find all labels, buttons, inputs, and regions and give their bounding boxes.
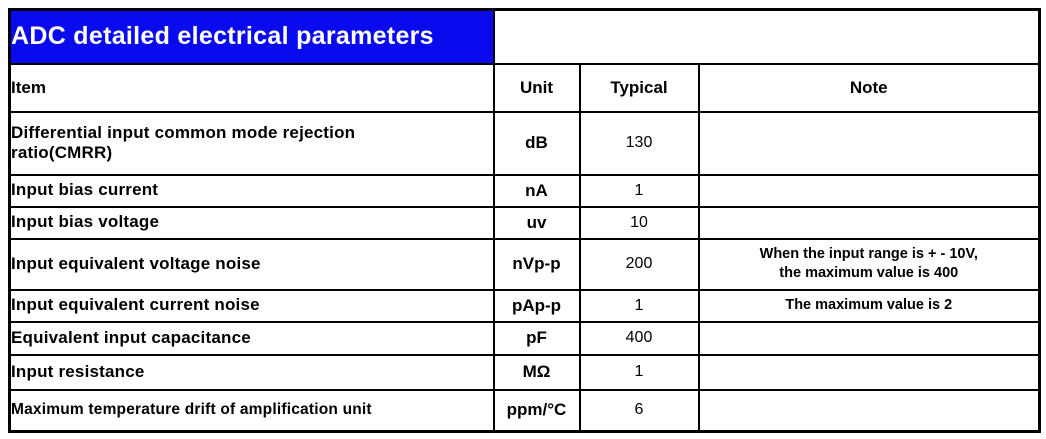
col-header-typical: Typical [578, 62, 700, 113]
note-cell [697, 173, 1041, 208]
item-cell: Input equivalent voltage noise [8, 237, 495, 291]
col-header-unit: Unit [492, 62, 581, 113]
item-cell: Input resistance [8, 353, 495, 391]
typical-cell: 1 [578, 353, 700, 391]
item-cell: Input bias current [8, 173, 495, 208]
typical-cell: 6 [578, 388, 700, 433]
col-header-item: Item [8, 62, 495, 113]
item-cell: Maximum temperature drift of amplificati… [8, 388, 495, 433]
table-row: Input equivalent voltage noise nVp-p 200… [8, 237, 1041, 291]
header-row: Item Unit Typical Note [8, 62, 1041, 113]
col-header-note: Note [697, 62, 1041, 113]
typical-cell: 10 [578, 205, 700, 240]
typical-cell: 1 [578, 173, 700, 208]
note-cell [697, 110, 1041, 176]
note-cell [697, 388, 1041, 433]
adc-parameters-table: ADC detailed electrical parameters Item … [8, 8, 1042, 433]
note-cell: When the input range is + - 10V, the max… [697, 237, 1041, 291]
table-title: ADC detailed electrical parameters [8, 8, 495, 65]
table-row: Input bias voltage uv 10 [8, 205, 1041, 240]
typical-cell: 130 [578, 110, 700, 176]
table-row: Maximum temperature drift of amplificati… [8, 388, 1041, 433]
unit-cell: uv [492, 205, 581, 240]
title-spacer [492, 8, 1041, 65]
item-cell: Differential input common mode rejection… [8, 110, 495, 176]
table-row: Input resistance MΩ 1 [8, 353, 1041, 391]
unit-cell: pAp-p [492, 288, 581, 323]
typical-cell: 200 [578, 237, 700, 291]
unit-cell: dB [492, 110, 581, 176]
item-cell: Input bias voltage [8, 205, 495, 240]
item-cell: Input equivalent current noise [8, 288, 495, 323]
typical-cell: 400 [578, 320, 700, 356]
unit-cell: nVp-p [492, 237, 581, 291]
table-row: Input equivalent current noise pAp-p 1 T… [8, 288, 1041, 323]
unit-cell: MΩ [492, 353, 581, 391]
note-cell [697, 320, 1041, 356]
table-row: Equivalent input capacitance pF 400 [8, 320, 1041, 356]
note-cell: The maximum value is 2 [697, 288, 1041, 323]
typical-cell: 1 [578, 288, 700, 323]
table-row: Input bias current nA 1 [8, 173, 1041, 208]
unit-cell: ppm/°C [492, 388, 581, 433]
note-cell [697, 353, 1041, 391]
table-row: Differential input common mode rejection… [8, 110, 1041, 176]
item-cell: Equivalent input capacitance [8, 320, 495, 356]
title-row: ADC detailed electrical parameters [8, 8, 1041, 65]
unit-cell: pF [492, 320, 581, 356]
note-cell [697, 205, 1041, 240]
unit-cell: nA [492, 173, 581, 208]
